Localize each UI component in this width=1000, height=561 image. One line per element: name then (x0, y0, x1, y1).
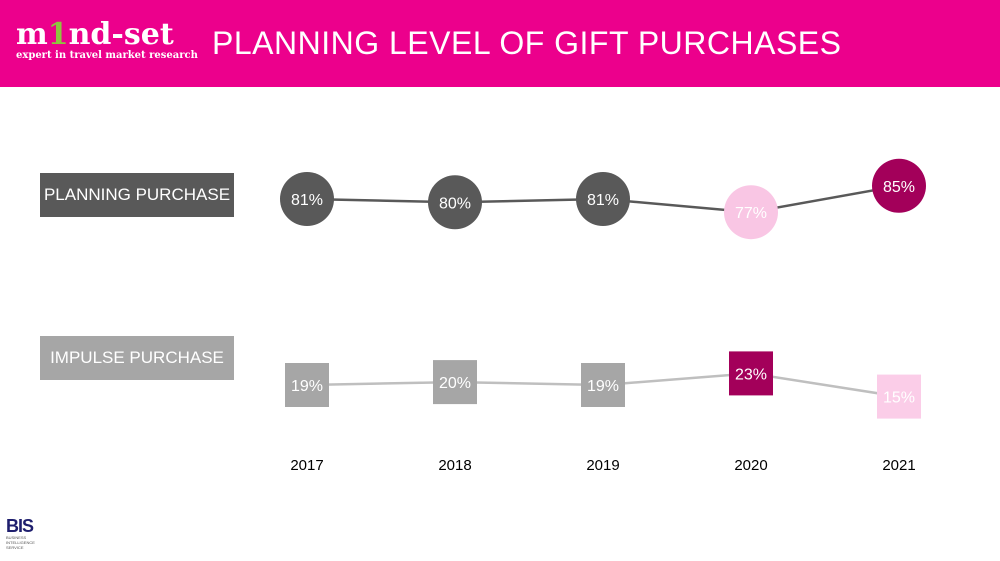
marker-circle (872, 158, 926, 213)
data-label: 15% (883, 390, 915, 407)
data-label: 77% (735, 205, 767, 222)
data-label: 23% (735, 366, 767, 383)
x-tick-label: 2019 (586, 457, 619, 474)
marker-square (285, 363, 329, 407)
data-label: 81% (587, 192, 619, 209)
data-label: 19% (587, 378, 619, 395)
data-point: 81% (576, 172, 630, 226)
bis-logo: BIS BUSINESS INTELLIGENCE SERVICE (6, 516, 35, 550)
series-label-planning: PLANNING PURCHASE (40, 173, 234, 217)
data-point: 23% (729, 351, 773, 396)
data-point: 15% (877, 374, 921, 419)
data-point: 20% (433, 360, 477, 405)
data-point: 77% (724, 185, 778, 240)
data-point: 19% (285, 363, 329, 407)
x-tick-label: 2020 (734, 457, 767, 474)
series-label-impulse: IMPULSE PURCHASE (40, 336, 234, 380)
marker-circle (724, 185, 778, 240)
data-label: 81% (291, 192, 323, 209)
data-point: 81% (280, 172, 334, 226)
mindset-logo: m1nd-set expert in travel market researc… (16, 17, 198, 62)
marker-square (433, 360, 477, 405)
data-point: 85% (872, 158, 926, 213)
data-label: 20% (439, 375, 471, 392)
page-title: PLANNING LEVEL OF GIFT PURCHASES (212, 25, 842, 61)
data-point: 19% (581, 363, 625, 407)
header-banner: m1nd-set expert in travel market researc… (0, 0, 1000, 87)
marker-square (877, 374, 921, 419)
marker-circle (428, 175, 482, 230)
marker-square (729, 351, 773, 396)
marker-square (581, 363, 625, 407)
marker-circle (280, 172, 334, 226)
x-tick-label: 2017 (290, 457, 323, 474)
data-label: 80% (439, 195, 471, 212)
x-tick-label: 2018 (438, 457, 471, 474)
data-label: 85% (883, 179, 915, 196)
marker-circle (576, 172, 630, 226)
data-point: 80% (428, 175, 482, 230)
data-label: 19% (291, 378, 323, 395)
x-tick-label: 2021 (882, 457, 915, 474)
